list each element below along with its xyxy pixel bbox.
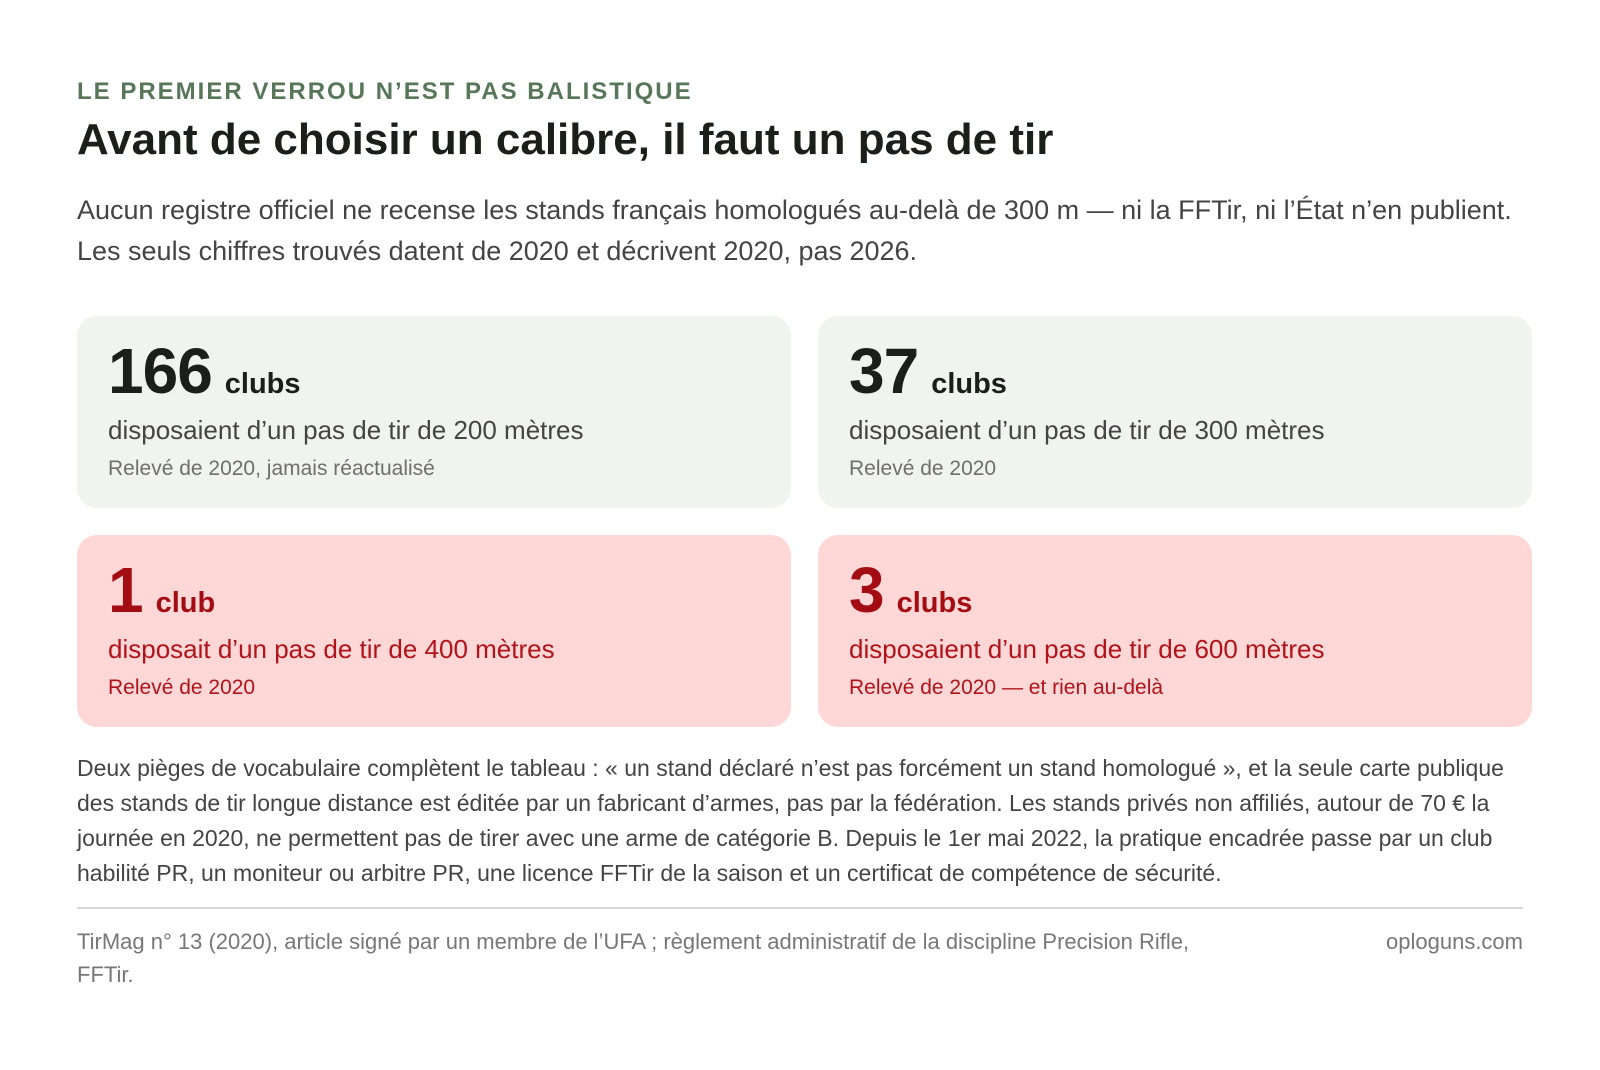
stat-number: 166	[108, 335, 213, 407]
stats-grid: 166 clubs disposaient d’un pas de tir de…	[77, 316, 1532, 727]
stat-description: disposaient d’un pas de tir de 200 mètre…	[108, 415, 584, 445]
stat-number: 3	[849, 554, 885, 626]
stat-line: 37 clubs	[849, 338, 1501, 404]
stat-unit: clubs	[896, 587, 973, 619]
stat-description: disposaient d’un pas de tir de 300 mètre…	[849, 415, 1325, 445]
stat-card-400m: 1 club disposait d’un pas de tir de 400 …	[77, 535, 791, 727]
stat-note: Relevé de 2020, jamais réactualisé	[108, 457, 435, 480]
source-note: TirMag n° 13 (2020), article signé par u…	[77, 929, 1190, 987]
stat-card-200m: 166 clubs disposaient d’un pas de tir de…	[77, 316, 791, 508]
stat-note: Relevé de 2020	[849, 457, 997, 480]
body-paragraph: Deux pièges de vocabulaire complètent le…	[77, 755, 1504, 886]
stat-unit: clubs	[224, 368, 301, 400]
stat-description: disposaient d’un pas de tir de 600 mètre…	[849, 634, 1325, 664]
stat-description: disposait d’un pas de tir de 400 mètres	[108, 634, 555, 664]
stat-note: Relevé de 2020 — et rien au-delà	[849, 676, 1164, 699]
footer: TirMag n° 13 (2020), article signé par u…	[77, 925, 1523, 991]
stat-note: Relevé de 2020	[108, 676, 256, 699]
stat-card-600m: 3 clubs disposaient d’un pas de tir de 6…	[818, 535, 1532, 727]
lede-paragraph: Aucun registre officiel ne recense les s…	[77, 195, 1512, 266]
stat-number: 1	[108, 554, 144, 626]
stat-unit: club	[155, 587, 216, 619]
stat-line: 1 club	[108, 557, 760, 623]
divider	[77, 907, 1523, 909]
stat-line: 166 clubs	[108, 338, 760, 404]
stat-number: 37	[849, 335, 919, 407]
page-title: Avant de choisir un calibre, il faut un …	[77, 115, 1054, 164]
stat-line: 3 clubs	[849, 557, 1501, 623]
eyebrow: LE PREMIER VERROU N’EST PAS BALISTIQUE	[77, 78, 693, 105]
stat-unit: clubs	[931, 368, 1007, 400]
stat-card-300m: 37 clubs disposaient d’un pas de tir de …	[818, 316, 1532, 508]
site-credit: oploguns.com	[1386, 929, 1523, 954]
